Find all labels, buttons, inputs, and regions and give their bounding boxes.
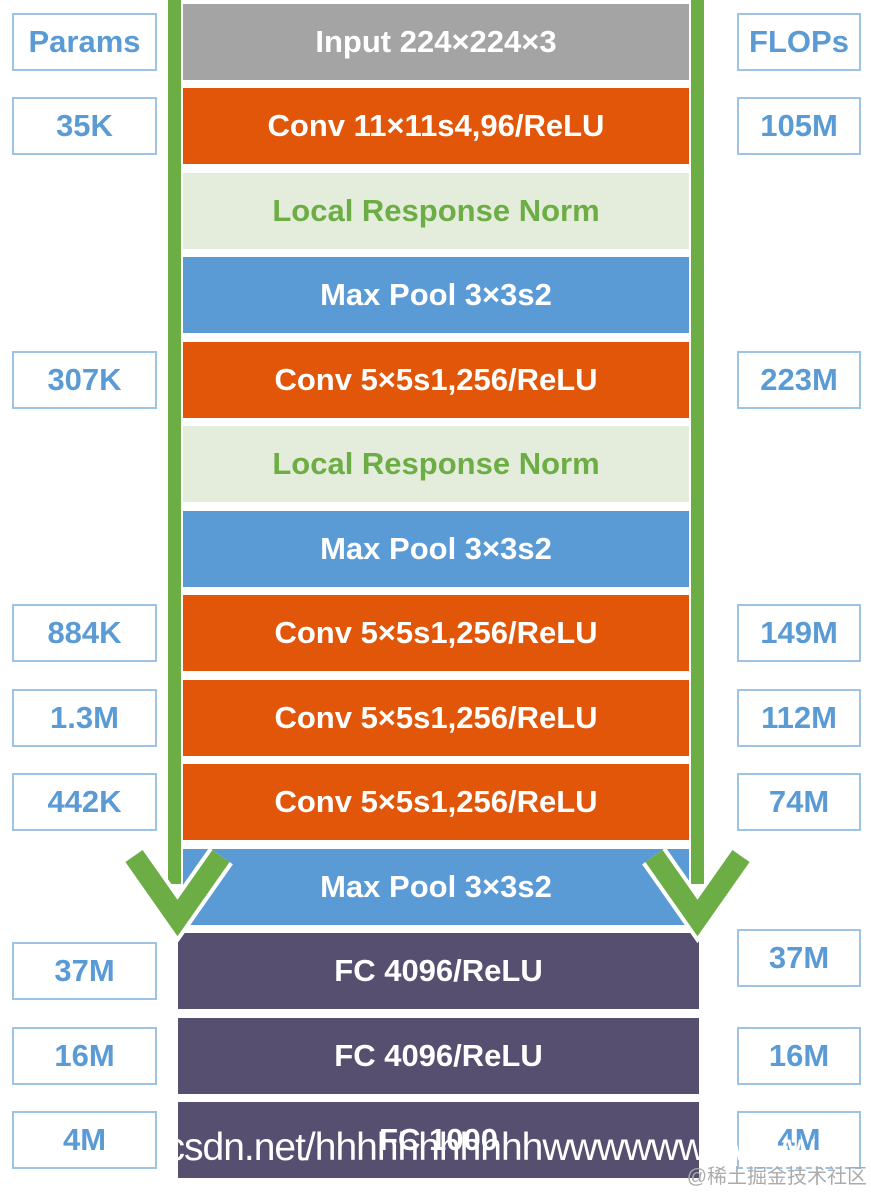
layer-block-pool3: Max Pool 3×3s2: [183, 849, 689, 925]
layer-block-lrn1: Local Response Norm: [183, 173, 689, 249]
flops-box-fc1: 37M: [737, 929, 861, 987]
flops-box-fc3: 4M: [737, 1111, 861, 1169]
flops-box-conv1: 105M: [737, 97, 861, 155]
arrow-shaft-right: [691, 0, 704, 884]
flops-box-conv4: 112M: [737, 689, 861, 747]
layer-block-pool2: Max Pool 3×3s2: [183, 511, 689, 587]
flops-box-conv3: 149M: [737, 604, 861, 662]
layer-block-fc1: FC 4096/ReLU: [178, 933, 699, 1009]
flops-box-conv5: 74M: [737, 773, 861, 831]
params-box-conv3: 884K: [12, 604, 157, 662]
layer-block-conv2: Conv 5×5s1,256/ReLU: [183, 342, 689, 418]
layer-block-conv3: Conv 5×5s1,256/ReLU: [183, 595, 689, 671]
params-header-box: Params: [12, 13, 157, 71]
params-box-conv1: 35K: [12, 97, 157, 155]
layer-block-conv5: Conv 5×5s1,256/ReLU: [183, 764, 689, 840]
layer-block-fc3: FC 1000: [178, 1102, 699, 1178]
params-box-fc1: 37M: [12, 942, 157, 1000]
params-box-conv4: 1.3M: [12, 689, 157, 747]
params-box-conv2: 307K: [12, 351, 157, 409]
layer-block-input: Input 224×224×3: [183, 4, 689, 80]
params-box-conv5: 442K: [12, 773, 157, 831]
flops-box-fc2: 16M: [737, 1027, 861, 1085]
arrow-shaft-left: [168, 0, 181, 884]
flops-header-box: FLOPs: [737, 13, 861, 71]
layer-block-conv1: Conv 11×11s4,96/ReLU: [183, 88, 689, 164]
params-box-fc2: 16M: [12, 1027, 157, 1085]
layer-block-lrn2: Local Response Norm: [183, 426, 689, 502]
layer-block-fc2: FC 4096/ReLU: [178, 1018, 699, 1094]
layer-block-pool1: Max Pool 3×3s2: [183, 257, 689, 333]
params-box-fc3: 4M: [12, 1111, 157, 1169]
layer-block-conv4: Conv 5×5s1,256/ReLU: [183, 680, 689, 756]
flops-box-conv2: 223M: [737, 351, 861, 409]
